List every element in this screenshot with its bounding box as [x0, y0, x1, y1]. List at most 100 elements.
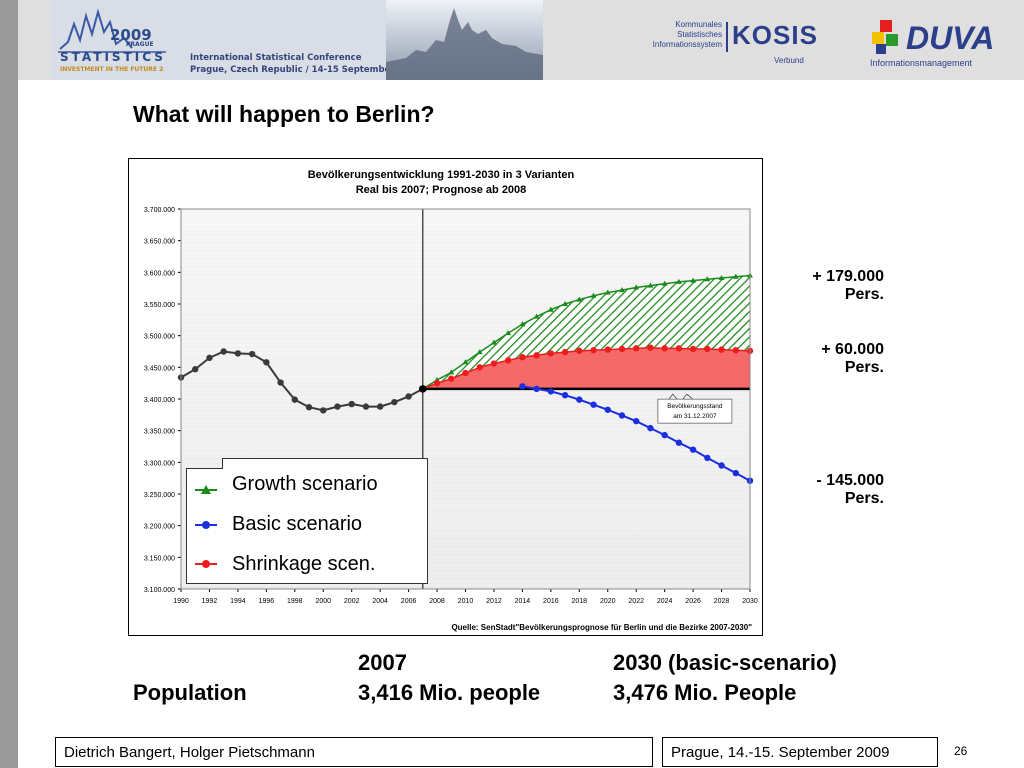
- logo-city: PRAGUE: [126, 41, 154, 48]
- conference-line-2: Prague, Czech Republic / 14-15 September…: [190, 65, 422, 75]
- growth-point: [732, 273, 739, 279]
- legend-marker-icons: [195, 485, 217, 568]
- y-tick-label: 3.250.000: [144, 492, 175, 499]
- growth-point: [547, 306, 554, 312]
- stats-row-label: Population: [133, 680, 247, 705]
- basic-point: [718, 462, 725, 469]
- shrink-point: [561, 348, 569, 356]
- kosis-name: KOSIS: [732, 20, 818, 50]
- chart-subtitle: Real bis 2007; Prognose ab 2008: [356, 184, 527, 196]
- basic-point: [604, 406, 611, 413]
- reference-callout-line-2: am 31.12.2007: [673, 413, 717, 420]
- duva-cubes-icon: [872, 20, 898, 54]
- shrink-band: [422, 347, 750, 389]
- legend-item-basic: Basic scenario: [223, 505, 427, 545]
- growth-point: [661, 280, 668, 286]
- actual-point: [206, 354, 213, 362]
- slide-title: What will happen to Berlin?: [133, 101, 435, 127]
- actual-point: [376, 403, 384, 410]
- shrink-point: [533, 352, 540, 359]
- x-tick-label: 2016: [543, 598, 559, 605]
- shrink-point: [590, 347, 597, 354]
- actual-point: [391, 398, 398, 406]
- duva-sub: Informationsmanagement: [870, 58, 973, 68]
- x-tick-label: 2030: [742, 598, 758, 605]
- kosis-line-2: Statistisches: [677, 30, 722, 39]
- x-tick-label: 2028: [714, 598, 730, 605]
- growth-point: [533, 313, 540, 319]
- basic-point: [533, 385, 540, 393]
- growth-point: [618, 287, 625, 293]
- x-tick-label: 2006: [401, 598, 417, 605]
- x-tick-label: 2010: [458, 598, 474, 605]
- chart-title: Bevölkerungsentwicklung 1991-2030 in 3 V…: [308, 169, 575, 181]
- y-tick-label: 3.700.000: [144, 207, 175, 214]
- x-tick-label: 2022: [628, 598, 644, 605]
- actual-point: [220, 348, 227, 355]
- growth-delta-value: + 179.000: [812, 268, 884, 285]
- x-tick-label: 2012: [486, 598, 502, 605]
- y-tick-label: 3.650.000: [144, 239, 175, 246]
- x-tick-label: 1990: [173, 598, 189, 605]
- actual-point: [192, 366, 199, 373]
- basic-point: [618, 412, 626, 419]
- reference-callout-pointer: [668, 393, 694, 400]
- logo-name: STATISTICS: [60, 50, 166, 64]
- growth-point: [562, 301, 569, 306]
- basic-point: [561, 392, 569, 399]
- reference-callout-box: [657, 398, 733, 424]
- y-tick-label: 3.500.000: [144, 334, 175, 341]
- basic-point: [633, 417, 640, 425]
- basic-point: [576, 396, 583, 403]
- stats-header-2030: 2030 (basic-scenario): [613, 650, 837, 675]
- growth-point: [505, 330, 512, 336]
- growth-point: [462, 359, 469, 365]
- statistics-logo-icon: [58, 8, 166, 53]
- reference-point: [419, 385, 427, 393]
- basic-point: [590, 401, 597, 408]
- actual-point: [320, 407, 327, 414]
- growth-point: [633, 284, 640, 290]
- x-tick-label: 2014: [515, 598, 531, 605]
- logo-year: 2009: [110, 26, 152, 44]
- x-tick-label: 2004: [372, 598, 388, 605]
- stats-header-2007: 2007: [358, 650, 407, 675]
- actual-point: [234, 350, 242, 357]
- y-tick-label: 3.300.000: [144, 460, 175, 467]
- x-tick-label: 1996: [259, 598, 275, 605]
- basic-point: [689, 446, 697, 453]
- actual-point: [334, 403, 341, 410]
- shrink-point: [490, 360, 498, 367]
- shrink-point: [633, 345, 640, 352]
- x-tick-label: 1994: [230, 598, 246, 605]
- y-tick-label: 3.200.000: [144, 524, 175, 531]
- basic-delta-annotation: - 145.000 Pers.: [764, 472, 884, 508]
- basic-point: [647, 424, 654, 432]
- y-tick-label: 3.550.000: [144, 302, 175, 309]
- x-tick-label: 2002: [344, 598, 360, 605]
- actual-point: [362, 403, 370, 410]
- kosis-line-3: Informationssystem: [652, 40, 722, 49]
- basic-point: [661, 431, 668, 439]
- actual-point: [263, 359, 270, 366]
- conference-banner: 2009 PRAGUE STATISTICS INVESTMENT IN THE…: [50, 0, 543, 80]
- kosis-sub: Verbund: [774, 56, 804, 65]
- left-accent-bar: [0, 0, 18, 768]
- y-tick-label: 3.400.000: [144, 397, 175, 404]
- shrink-point: [519, 354, 526, 361]
- legend-label-growth: Growth scenario: [232, 473, 378, 495]
- shrink-delta-unit: Pers.: [844, 359, 884, 376]
- kosis-divider: [726, 22, 728, 52]
- shrink-point: [675, 345, 683, 352]
- actual-point: [248, 350, 256, 358]
- actual-point: [348, 400, 355, 408]
- shrink-point: [433, 379, 441, 387]
- legend-label-basic: Basic scenario: [232, 513, 363, 535]
- growth-point: [647, 282, 654, 288]
- triangle-marker-icon: [201, 485, 211, 494]
- y-tick-label: 3.100.000: [144, 587, 175, 594]
- growth-point: [690, 277, 697, 283]
- page-number: 26: [954, 744, 968, 758]
- growth-point: [519, 321, 526, 327]
- growth-point: [675, 278, 682, 284]
